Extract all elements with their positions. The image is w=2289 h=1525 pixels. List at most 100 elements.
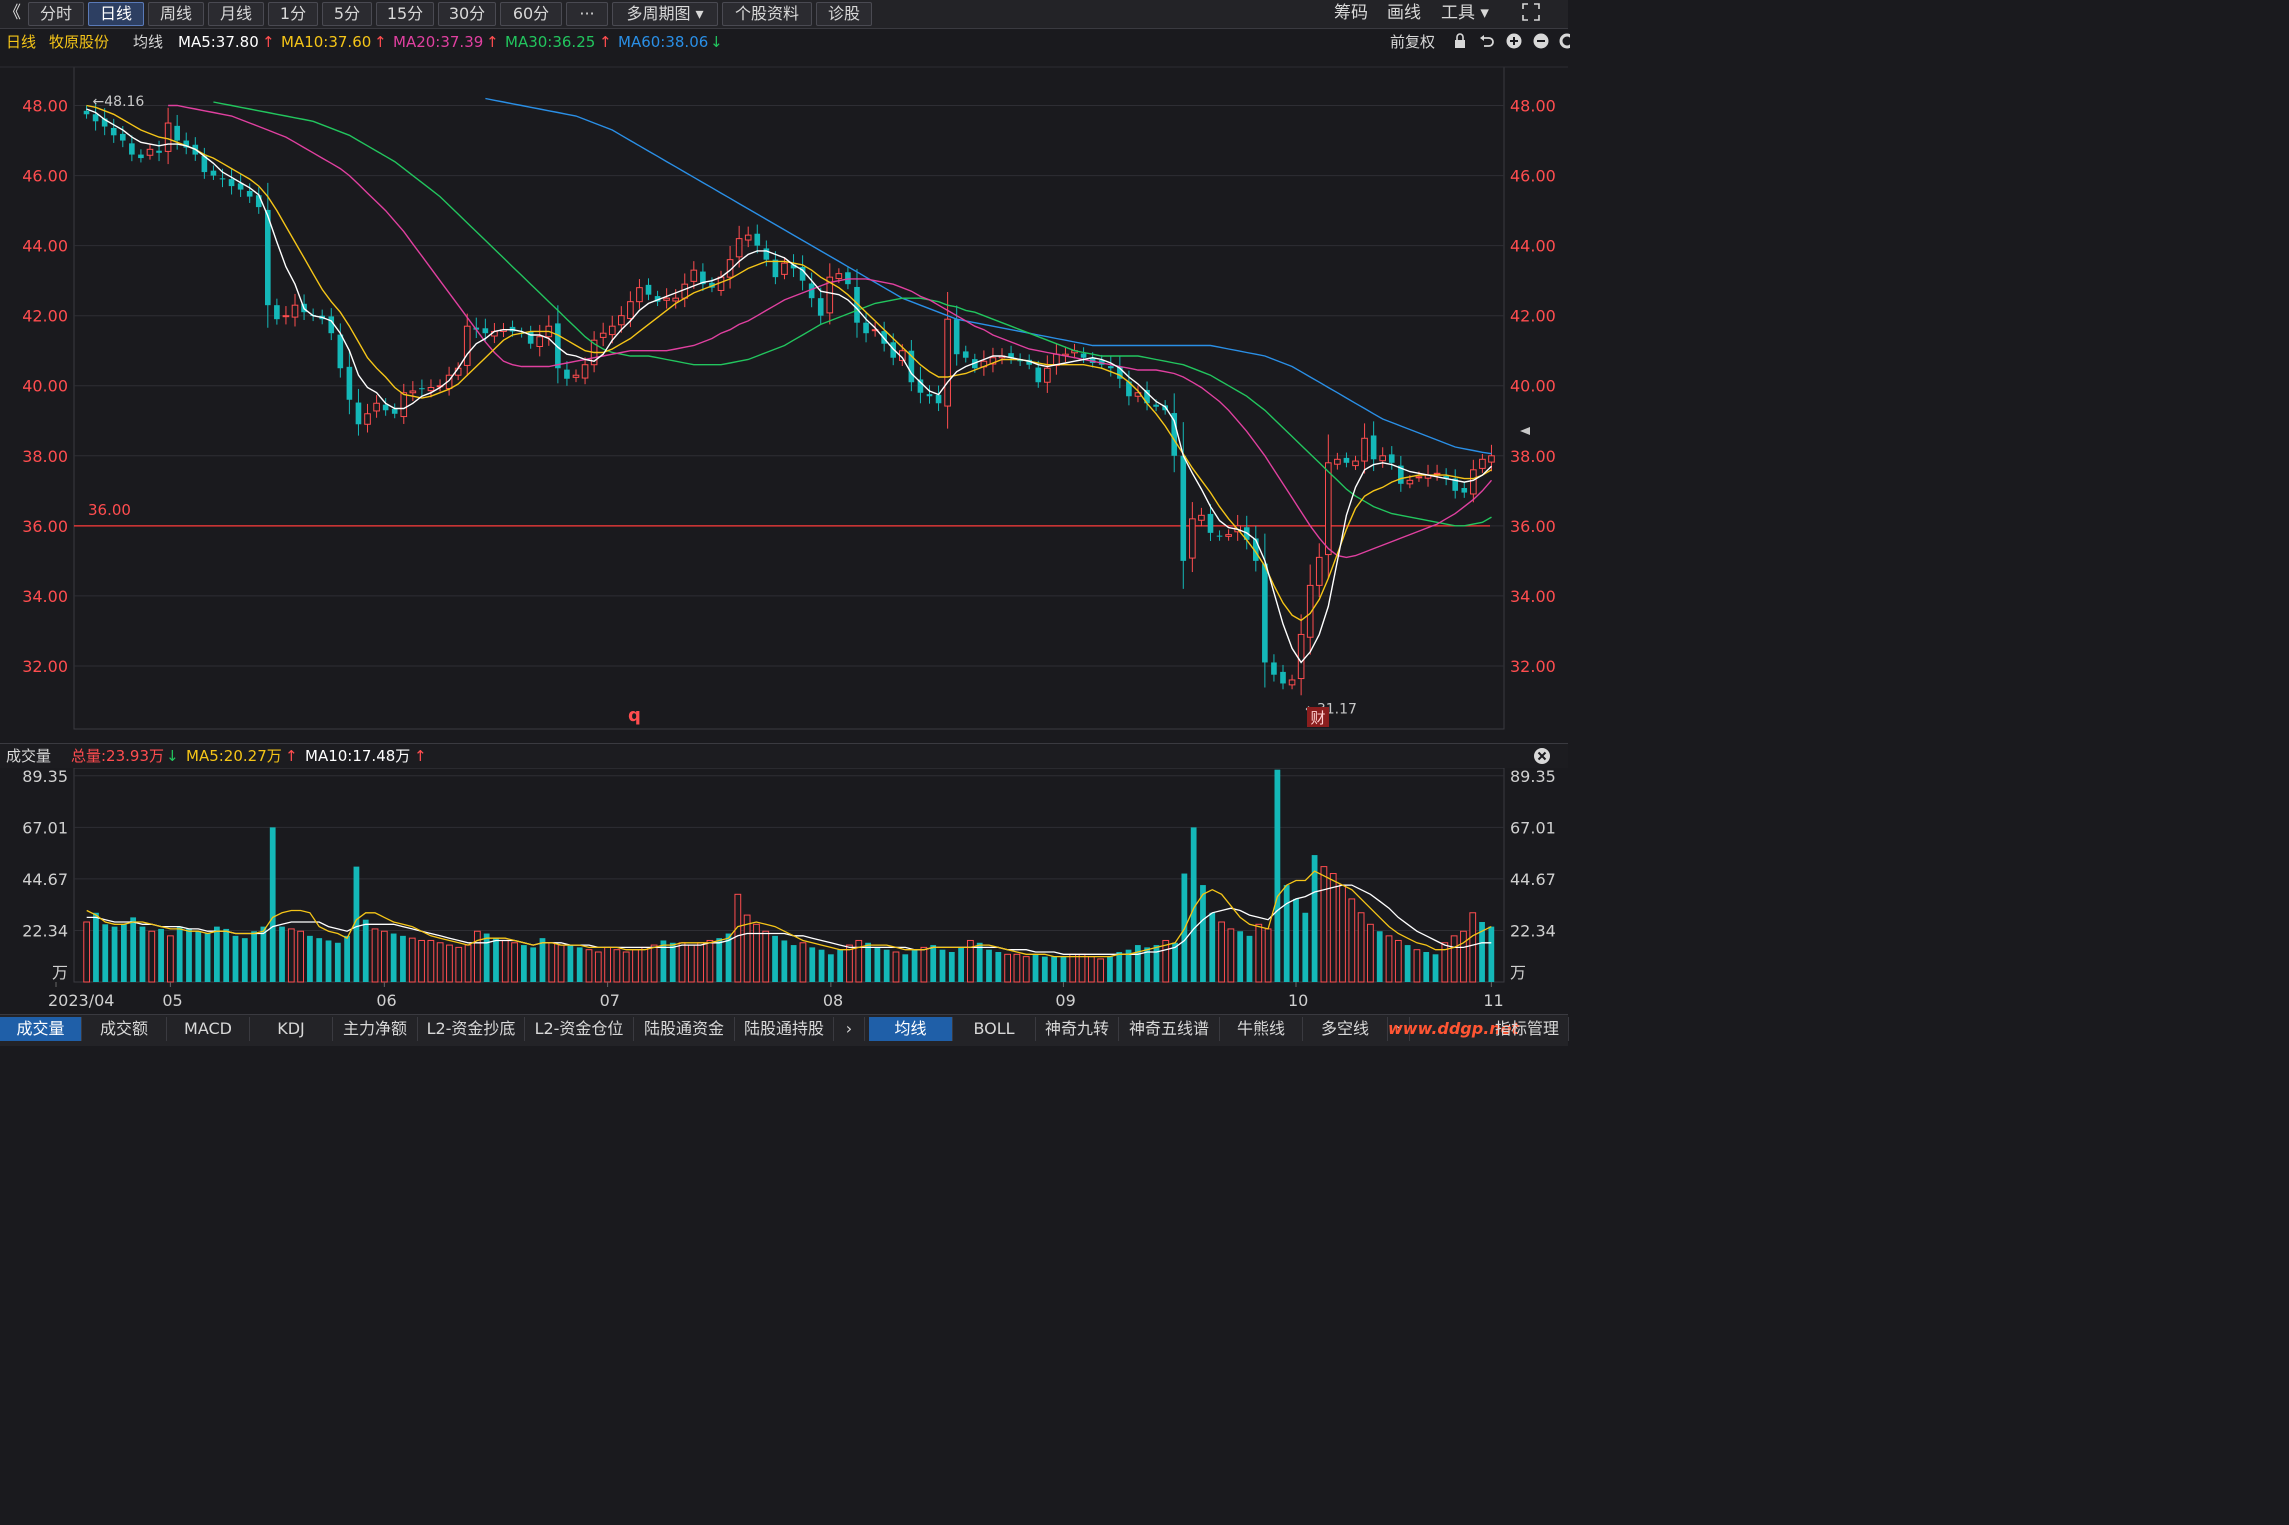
candle-body: [1044, 367, 1051, 383]
zoom-out-icon[interactable]: [1532, 30, 1550, 59]
stock-profile-button[interactable]: 个股资料: [722, 2, 812, 26]
y-tick-label-right: 40.00: [1510, 377, 1556, 396]
tab-monthly[interactable]: 月线: [208, 2, 264, 26]
volume-bar: [557, 944, 565, 983]
volume-bar: [1274, 769, 1281, 982]
candle-body: [1479, 458, 1486, 469]
more-icon[interactable]: ···: [566, 2, 608, 26]
tab-l2-bottom[interactable]: L2-资金抄底: [418, 1017, 525, 1041]
volume-bar: [214, 926, 220, 982]
tab-hk-connect-fund[interactable]: 陆股通资金: [634, 1017, 735, 1041]
candle-body: [427, 386, 435, 392]
tab-hk-connect-holding[interactable]: 陆股通持股: [735, 1017, 834, 1041]
tab-60min[interactable]: 60分: [500, 2, 562, 26]
diagnose-button[interactable]: 诊股: [816, 2, 872, 26]
tools-dropdown[interactable]: 工具 ▾: [1441, 3, 1489, 23]
tab-macd[interactable]: MACD: [167, 1017, 250, 1041]
y-tick-label-right: 38.00: [1510, 447, 1556, 466]
volume-title: 成交量: [6, 747, 52, 765]
finance-marker-box: [1307, 707, 1329, 727]
ma-label[interactable]: 均线: [133, 33, 164, 51]
candle-body: [129, 143, 135, 155]
close-panel-icon[interactable]: [1533, 746, 1551, 773]
fullscreen-icon[interactable]: [1521, 2, 1541, 24]
volume-chart[interactable]: 89.35 89.35 67.01 67.01 44.67 44.67 22.34 22.34…: [0, 768, 1568, 1014]
back-icon[interactable]: 《: [4, 3, 21, 23]
x-month-label: 08: [823, 991, 843, 1010]
tab-bull-bear[interactable]: 牛熊线: [1220, 1017, 1303, 1041]
volume-bar: [725, 933, 732, 982]
draw-line-button[interactable]: 画线: [1387, 3, 1421, 23]
volume-bar: [260, 926, 267, 982]
volume-bar: [995, 952, 1002, 982]
tab-5min[interactable]: 5分: [322, 2, 372, 26]
candle-body: [419, 388, 425, 390]
tab-15min[interactable]: 15分: [376, 2, 434, 26]
candle-body: [645, 284, 652, 295]
adjust-mode-button[interactable]: 前复权: [1390, 33, 1436, 51]
volume-bar: [911, 949, 918, 982]
y-tick-label-right: 34.00: [1510, 587, 1556, 606]
tab-30min[interactable]: 30分: [438, 2, 496, 26]
tab-magic-nine[interactable]: 神奇九转: [1036, 1017, 1119, 1041]
candle-body: [409, 390, 417, 394]
candle-body: [210, 170, 217, 176]
plot-frame: [73, 66, 1505, 730]
y-tick-label-right: 42.00: [1510, 307, 1556, 326]
volume-bar: [799, 942, 807, 983]
high-price-label: ←48.16: [93, 94, 145, 110]
tab-1min[interactable]: 1分: [268, 2, 318, 26]
candle-body: [536, 336, 544, 348]
tab-l2-position[interactable]: L2-资金仓位: [525, 1017, 634, 1041]
candlestick-chart[interactable]: 48.00 48.00 46.00 46.00 44.00 44.00 42.00 42.00…: [0, 55, 1568, 745]
volume-bar: [501, 939, 509, 983]
volume-bar: [473, 930, 481, 983]
candle-body: [1306, 584, 1314, 638]
tab-daily[interactable]: 日线: [88, 2, 144, 26]
lock-icon[interactable]: [1452, 30, 1468, 59]
multi-period-dropdown[interactable]: 多周期图 ▾: [612, 2, 718, 26]
tab-ma[interactable]: 均线: [869, 1017, 953, 1041]
volume-bar: [1032, 954, 1039, 982]
volume-bar: [1329, 873, 1337, 983]
tab-long-short[interactable]: 多空线: [1303, 1017, 1388, 1041]
y-tick-label-right: 48.00: [1510, 97, 1556, 116]
volume-bar: [232, 935, 239, 982]
candle-body: [1288, 679, 1296, 686]
volume-bar: [455, 946, 463, 983]
undo-icon[interactable]: [1478, 30, 1496, 59]
candle-body: [1361, 437, 1368, 462]
tab-turnover[interactable]: 成交额: [82, 1017, 167, 1041]
y-tick-label-left: 32.00: [22, 657, 68, 676]
candle-body: [890, 342, 897, 358]
volume-bar: [576, 947, 583, 982]
tab-magic-five[interactable]: 神奇五线谱: [1119, 1017, 1220, 1041]
tab-weekly[interactable]: 周线: [148, 2, 204, 26]
volume-frame: [73, 768, 1505, 983]
zoom-in-icon[interactable]: [1505, 30, 1523, 59]
volume-bar: [362, 919, 369, 982]
candle-body: [228, 179, 235, 187]
tab-volume[interactable]: 成交量: [0, 1017, 82, 1041]
volume-bar: [464, 944, 472, 983]
volume-bar: [809, 947, 816, 982]
tab-kdj[interactable]: KDJ: [250, 1017, 333, 1041]
chevron-right-icon[interactable]: ›: [834, 1017, 865, 1041]
candle-body: [237, 183, 244, 190]
candle-body: [908, 350, 915, 383]
chevron-right-icon[interactable]: ›: [1389, 1017, 1410, 1041]
tab-boll[interactable]: BOLL: [953, 1017, 1036, 1041]
volume-bar: [632, 949, 639, 983]
volume-bar: [613, 949, 621, 983]
volume-bar: [1367, 923, 1374, 983]
volume-bar: [1432, 954, 1439, 982]
tab-main-net[interactable]: 主力净额: [333, 1017, 418, 1041]
candle-body: [482, 328, 489, 334]
candle-body: [1080, 353, 1087, 358]
candle-body: [935, 394, 942, 404]
volume-bar: [223, 928, 230, 982]
chips-button[interactable]: 筹码: [1334, 3, 1368, 23]
tab-fenshi[interactable]: 分时: [28, 2, 84, 26]
indicator-manage-button[interactable]: 指标管理: [1486, 1017, 1569, 1041]
volume-bar: [1246, 935, 1253, 982]
